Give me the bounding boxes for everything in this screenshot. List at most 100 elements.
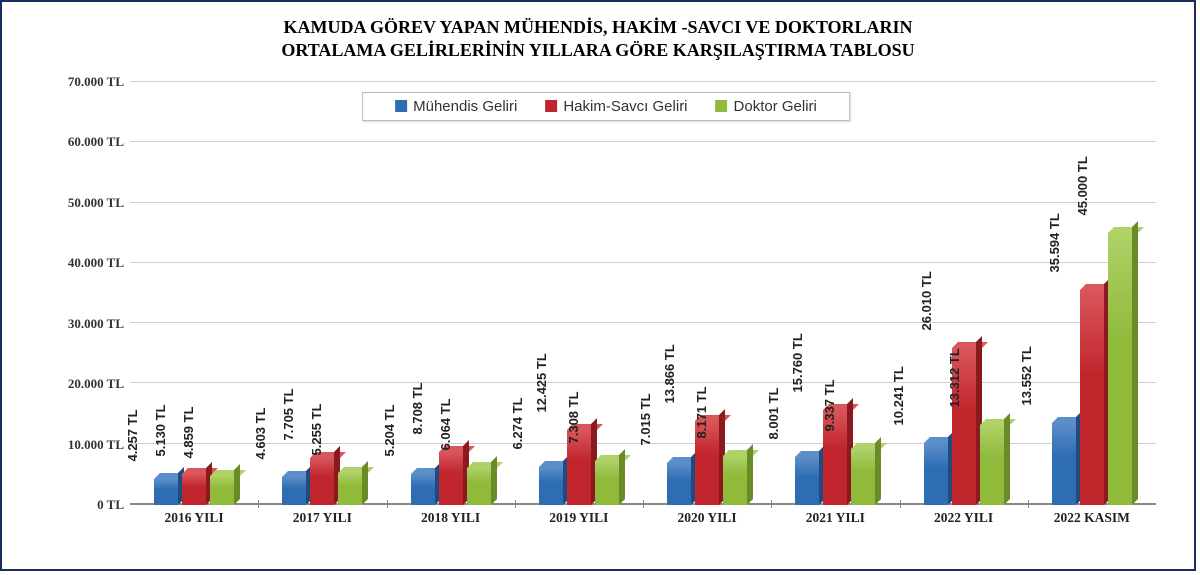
chart-title: KAMUDA GÖREV YAPAN MÜHENDİS, HAKİM -SAVC…	[2, 2, 1194, 65]
bar-front	[595, 461, 619, 505]
bar-value-label: 12.425 TL	[534, 353, 549, 422]
bar-front	[154, 479, 178, 505]
bar-value-label: 9.337 TL	[822, 379, 837, 441]
bar-side	[619, 449, 625, 505]
bar-front	[723, 456, 747, 505]
y-tick-label: 0 TL	[46, 497, 124, 513]
bar-value-label: 8.171 TL	[694, 386, 709, 448]
bar-front	[924, 443, 948, 505]
legend-label: Doktor Geliri	[734, 98, 817, 115]
bar-front	[338, 473, 362, 505]
bar-value-label: 5.255 TL	[309, 404, 324, 466]
legend-item: Mühendis Geliri	[395, 98, 517, 115]
bar-top	[467, 462, 503, 468]
bar-value-label: 15.760 TL	[790, 333, 805, 402]
x-tick-label: 2022 KASIM	[1028, 509, 1156, 526]
bar: 4.603 TL	[282, 477, 306, 505]
bar: 6.274 TL	[539, 467, 563, 505]
bar: 5.204 TL	[411, 474, 435, 505]
y-tick-label: 30.000 TL	[46, 316, 124, 332]
bar-value-label: 6.064 TL	[438, 399, 453, 461]
bar-front	[467, 468, 491, 505]
bar-value-label: 4.859 TL	[181, 406, 196, 468]
title-line-2: ORTALAMA GELİRLERİNİN YILLARA GÖRE KARŞI…	[281, 40, 914, 60]
bar-side	[875, 437, 881, 505]
bar-front	[282, 477, 306, 505]
bar-value-label: 7.015 TL	[638, 393, 653, 455]
legend-item: Doktor Geliri	[716, 98, 817, 115]
bar-front	[851, 449, 875, 505]
bar: 4.257 TL	[154, 479, 178, 505]
bar-side	[234, 464, 240, 505]
bar-value-label: 26.010 TL	[919, 271, 934, 340]
bar: 10.241 TL	[924, 443, 948, 505]
bar-top	[210, 470, 246, 476]
y-tick-label: 60.000 TL	[46, 134, 124, 150]
x-tick-label: 2016 YILI	[130, 509, 258, 526]
x-axis: 2016 YILI2017 YILI2018 YILI2019 YILI2020…	[130, 505, 1156, 551]
bar-front	[411, 474, 435, 505]
bar-top	[595, 455, 631, 461]
chart-frame: KAMUDA GÖREV YAPAN MÜHENDİS, HAKİM -SAVC…	[0, 0, 1196, 571]
bar: 5.255 TL	[338, 473, 362, 505]
bar-value-label: 35.594 TL	[1047, 213, 1062, 282]
bar-front	[539, 467, 563, 505]
bar-front	[795, 457, 819, 505]
bar-value-label: 5.204 TL	[382, 404, 397, 466]
legend-label: Mühendis Geliri	[413, 98, 517, 115]
bar: 13.552 TL	[1052, 423, 1076, 505]
title-line-1: KAMUDA GÖREV YAPAN MÜHENDİS, HAKİM -SAVC…	[283, 17, 912, 37]
bar-front	[210, 476, 234, 505]
bar-value-label: 13.552 TL	[1019, 346, 1034, 415]
plot-wrap: 4.257 TL5.130 TL4.859 TL4.603 TL7.705 TL…	[46, 72, 1166, 551]
bar: 9.337 TL	[851, 449, 875, 505]
legend-label: Hakim-Savcı Geliri	[563, 98, 687, 115]
bar-value-label: 8.001 TL	[766, 387, 781, 449]
bar-side	[747, 444, 753, 505]
bar: 13.312 TL	[980, 425, 1004, 505]
legend-swatch	[395, 100, 407, 112]
bar-front	[1080, 290, 1104, 505]
x-tick-label: 2021 YILI	[771, 509, 899, 526]
bar: 8.171 TL	[723, 456, 747, 505]
legend: Mühendis Geliri Hakim-Savcı Geliri Doktor …	[362, 92, 850, 121]
x-tick-label: 2017 YILI	[258, 509, 386, 526]
plot-area: 4.257 TL5.130 TL4.859 TL4.603 TL7.705 TL…	[46, 72, 1166, 551]
bar: 7.015 TL	[667, 463, 691, 505]
bar-value-label: 6.274 TL	[510, 398, 525, 460]
bar-top	[338, 467, 374, 473]
bars-layer: 4.257 TL5.130 TL4.859 TL4.603 TL7.705 TL…	[130, 82, 1156, 505]
y-tick-label: 10.000 TL	[46, 437, 124, 453]
bar-value-label: 10.241 TL	[891, 366, 906, 435]
bar: 6.064 TL	[467, 468, 491, 505]
bar: 4.859 TL	[210, 476, 234, 505]
bar: 35.594 TL	[1080, 290, 1104, 505]
bar: 7.308 TL	[595, 461, 619, 505]
bar-front	[980, 425, 1004, 505]
bar-value-label: 8.708 TL	[410, 383, 425, 445]
bar-side	[1132, 221, 1138, 505]
bar-value-label: 5.130 TL	[153, 404, 168, 466]
y-tick-label: 20.000 TL	[46, 376, 124, 392]
bar-front	[667, 463, 691, 505]
bar-top	[1108, 227, 1144, 233]
x-tick-label: 2018 YILI	[387, 509, 515, 526]
bar-value-label: 7.705 TL	[281, 389, 296, 451]
x-tick-label: 2020 YILI	[643, 509, 771, 526]
legend-item: Hakim-Savcı Geliri	[545, 98, 687, 115]
bar-side	[1004, 413, 1010, 505]
bar-value-label: 4.603 TL	[253, 408, 268, 470]
bar-side	[362, 461, 368, 505]
bar-value-label: 4.257 TL	[125, 410, 140, 472]
x-tick-label: 2022 YILI	[900, 509, 1028, 526]
bar-front	[1108, 233, 1132, 505]
bar-top	[952, 342, 988, 348]
bar-top	[723, 450, 759, 456]
bar-top	[980, 419, 1016, 425]
bar-value-label: 13.312 TL	[947, 348, 962, 417]
legend-swatch	[545, 100, 557, 112]
x-tick-label: 2019 YILI	[515, 509, 643, 526]
bar: 5.130 TL	[182, 474, 206, 505]
bar-top	[851, 443, 887, 449]
legend-swatch	[716, 100, 728, 112]
